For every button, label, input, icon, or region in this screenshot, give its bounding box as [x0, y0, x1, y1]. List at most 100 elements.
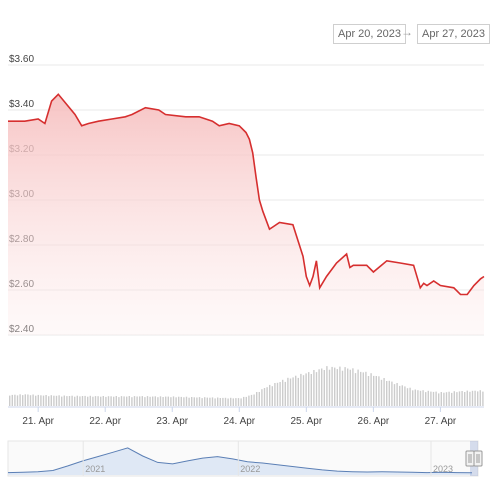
volume-bar [435, 391, 437, 406]
volume-bar [105, 396, 107, 406]
range-to-input[interactable]: Apr 27, 2023 [417, 24, 490, 44]
volume-bar [133, 396, 136, 406]
navigator-tick-label: 2022 [240, 464, 260, 474]
volume-bar [66, 396, 68, 406]
volume-bar [32, 394, 34, 406]
volume-bar [274, 383, 276, 406]
volume-bar [178, 396, 180, 406]
volume-bar [170, 397, 172, 406]
volume-bar [157, 397, 159, 406]
volume-bar [380, 379, 383, 406]
volume-bar [152, 396, 154, 406]
volume-bar [185, 396, 188, 406]
volume-bar [282, 379, 284, 406]
volume-bar [471, 390, 474, 406]
navigator-handle[interactable] [473, 450, 483, 467]
volume-bar [24, 394, 26, 406]
volume-bar [29, 395, 32, 406]
volume-bar [240, 398, 242, 406]
volume-bar [87, 396, 89, 406]
volume-bar [354, 373, 357, 406]
volume-bar [461, 391, 463, 406]
volume-bar [245, 396, 247, 406]
volume-bar [482, 391, 484, 406]
volume-bar [188, 397, 190, 406]
volume-bar [16, 395, 19, 406]
x-tick-label: 27. Apr [425, 416, 457, 427]
volume-bar [440, 392, 442, 406]
volume-bar [154, 396, 156, 406]
volume-bar [339, 366, 341, 406]
volume-bar [321, 368, 323, 406]
y-tick-label: $3.60 [9, 54, 34, 65]
volume-bar [222, 397, 224, 406]
volume-bar [167, 396, 169, 406]
volume-bar [432, 391, 435, 406]
volume-bar [341, 370, 344, 406]
volume-bar [466, 390, 468, 406]
volume-bar [37, 394, 39, 406]
volume-bar [136, 396, 138, 406]
navigator-tick-label: 2021 [85, 464, 105, 474]
volume-bar [81, 396, 84, 406]
volume-bar [172, 396, 175, 406]
volume-bar [97, 396, 99, 406]
volume-bar [35, 395, 37, 406]
x-axis: 21. Apr 22. Apr 23. Apr 24. Apr 25. Apr 26. A… [22, 407, 457, 427]
range-from-input[interactable]: Apr 20, 2023 [333, 24, 406, 44]
volume-bar [217, 397, 219, 406]
volume-bar [443, 392, 445, 406]
volume-bar [365, 371, 367, 406]
volume-bar [430, 391, 432, 406]
volume-bar [71, 395, 73, 406]
volume-bar [409, 387, 411, 406]
volume-bar [370, 373, 372, 406]
volume-bar [308, 372, 310, 406]
volume-bar [206, 397, 208, 406]
volume-bar [79, 396, 81, 406]
volume-bar [256, 392, 258, 406]
volume-bar [175, 397, 177, 406]
volume-bar [271, 386, 273, 406]
volume-bar [451, 392, 453, 406]
x-tick-label: 26. Apr [358, 416, 390, 427]
volume-bar [201, 398, 203, 406]
volume-bar [404, 386, 406, 406]
range-arrow-icon: → [401, 25, 413, 39]
volume-bar [263, 388, 266, 406]
navigator-handle[interactable] [465, 450, 475, 467]
volume-bar [110, 396, 112, 406]
volume-bar [48, 396, 50, 406]
volume-bar [279, 382, 281, 406]
volume-bar [68, 396, 71, 406]
volume-bar [141, 396, 143, 406]
volume-bar [310, 374, 312, 406]
volume-bar [453, 391, 455, 406]
volume-bar [388, 380, 390, 406]
volume-bar [344, 367, 346, 406]
volume-bar [248, 395, 250, 406]
volume-bar [123, 396, 125, 406]
volume-bar [419, 390, 422, 406]
volume-bar [357, 369, 359, 406]
volume-bar [401, 385, 403, 406]
volume-bar [336, 369, 338, 406]
volume-bar [183, 397, 185, 406]
volume-bar [237, 398, 240, 406]
volume-bar [131, 397, 133, 406]
volume-bar [27, 394, 29, 406]
navigator[interactable]: 2021 2022 2023 [7, 440, 483, 477]
volume-bar [305, 373, 307, 406]
volume-bar [113, 396, 115, 406]
volume-bar [331, 366, 333, 406]
volume-bar [74, 396, 76, 406]
volume-bar [347, 368, 349, 406]
volume-bar [417, 390, 419, 406]
volume-bar [412, 390, 414, 406]
volume-bar [120, 396, 123, 406]
volume-bar [448, 391, 450, 406]
volume-bar [107, 396, 110, 406]
volume-bar [292, 377, 294, 406]
volume-bar [224, 397, 227, 406]
